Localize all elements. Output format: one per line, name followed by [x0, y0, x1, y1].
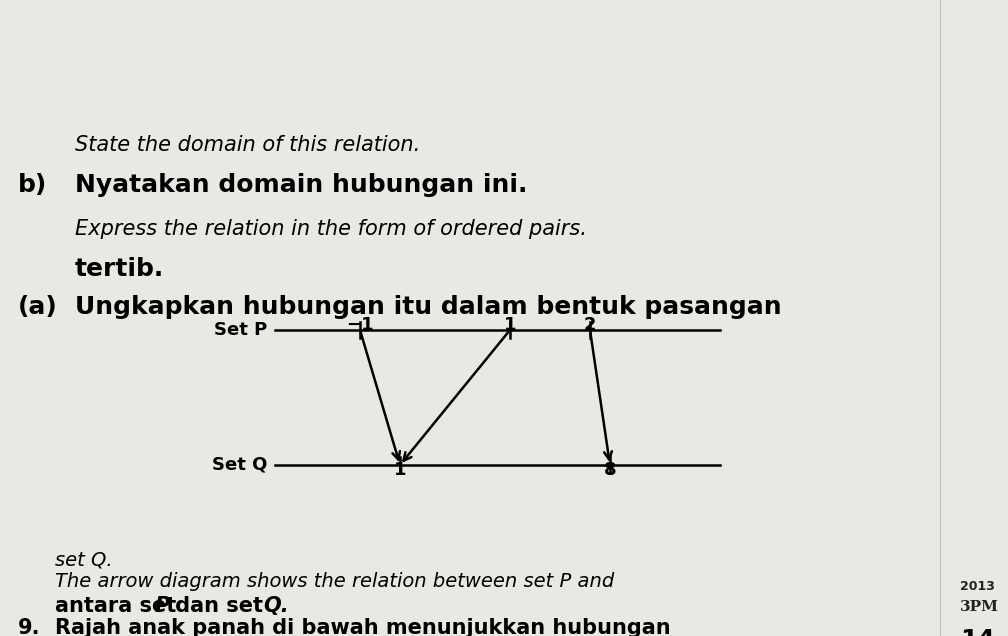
Text: Set P: Set P — [214, 321, 267, 339]
Text: (a): (a) — [18, 295, 57, 319]
Text: 2: 2 — [584, 316, 597, 334]
Text: tertib.: tertib. — [75, 257, 164, 281]
Text: The arrow diagram shows the relation between set P and: The arrow diagram shows the relation bet… — [55, 572, 614, 591]
Text: set Q.: set Q. — [55, 550, 113, 569]
Text: 3PM: 3PM — [960, 600, 999, 614]
Text: State the domain of this relation.: State the domain of this relation. — [75, 135, 420, 155]
Text: 14.: 14. — [960, 628, 1004, 636]
Text: 1: 1 — [504, 316, 516, 334]
Text: antara set: antara set — [55, 596, 183, 616]
Text: b): b) — [18, 173, 47, 197]
Text: −1: −1 — [346, 316, 374, 334]
Text: Nyatakan domain hubungan ini.: Nyatakan domain hubungan ini. — [75, 173, 527, 197]
Text: Ungkapkan hubungan itu dalam bentuk pasangan: Ungkapkan hubungan itu dalam bentuk pasa… — [75, 295, 781, 319]
Text: 8: 8 — [604, 461, 616, 479]
Text: Rajah anak panah di bawah menunjukkan hubungan: Rajah anak panah di bawah menunjukkan hu… — [55, 618, 670, 636]
Text: 2013: 2013 — [960, 580, 995, 593]
Text: dan set: dan set — [168, 596, 270, 616]
Text: Set Q: Set Q — [212, 456, 267, 474]
Text: 9.: 9. — [18, 618, 40, 636]
Text: Express the relation in the form of ordered pairs.: Express the relation in the form of orde… — [75, 219, 587, 239]
Text: Q.: Q. — [263, 596, 288, 616]
Text: 1: 1 — [394, 461, 406, 479]
Text: P: P — [155, 596, 170, 616]
